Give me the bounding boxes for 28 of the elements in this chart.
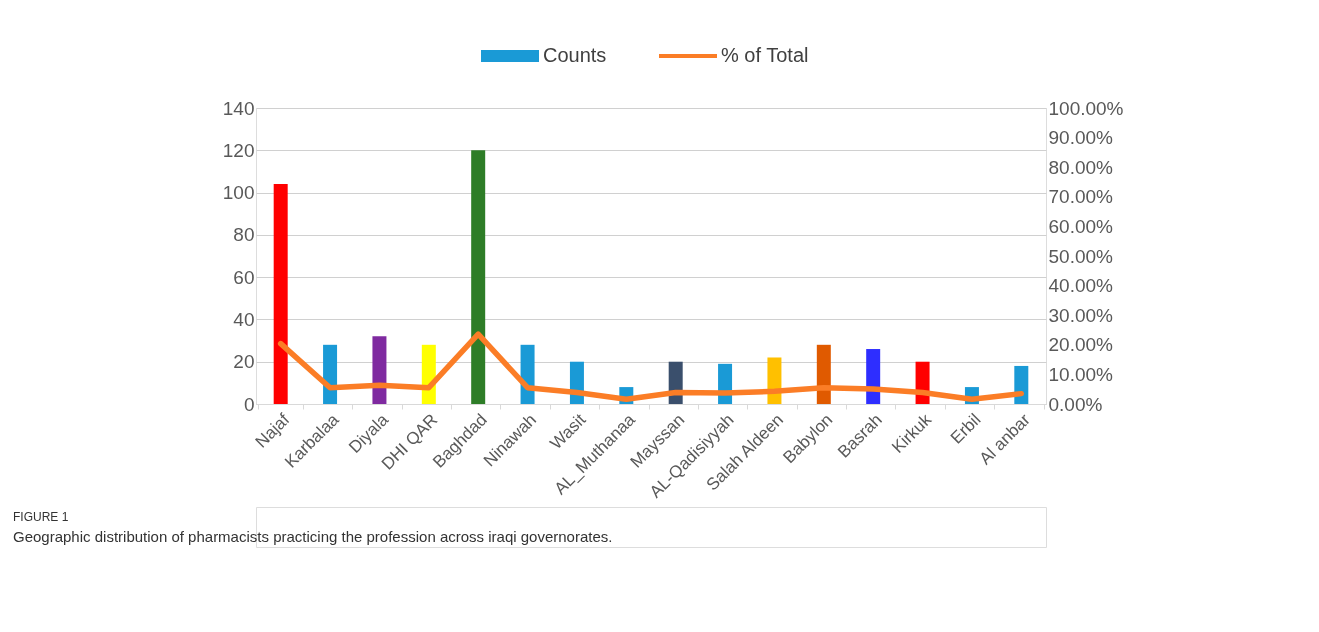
- bar: [816, 344, 831, 404]
- y2-tick-label: 50.00%: [1048, 245, 1114, 267]
- caption: FIGURE 1: [13, 510, 69, 524]
- legend-label: % of Total: [721, 44, 809, 66]
- y-tick-label: 60: [233, 266, 255, 288]
- y2-tick-label: 90.00%: [1048, 127, 1114, 149]
- y2-tick-label: 80.00%: [1048, 156, 1114, 178]
- y2-tick-label: 30.00%: [1048, 304, 1114, 326]
- y2-tick-label: 60.00%: [1048, 215, 1114, 237]
- y-tick-label: 20: [233, 351, 255, 373]
- y2-tick-label: 20.00%: [1048, 334, 1114, 356]
- legend-label: Counts: [543, 44, 607, 66]
- y-tick-label: 140: [222, 97, 255, 119]
- bar: [372, 336, 387, 404]
- y2-tick-label: 10.00%: [1048, 363, 1114, 385]
- y-tick-label: 100: [222, 182, 255, 204]
- bar: [471, 150, 486, 404]
- y-tick-label: 0: [243, 393, 255, 415]
- y2-tick-label: 70.00%: [1048, 186, 1114, 208]
- y-tick-label: 80: [233, 224, 255, 246]
- text: Geographic distribution of pharmacists practicing the profession across iraqi governorates.: [13, 528, 613, 545]
- y2-tick-label: 40.00%: [1048, 275, 1114, 297]
- bar: [1014, 365, 1029, 404]
- bar: [273, 184, 288, 404]
- y-tick-label: 40: [233, 308, 255, 330]
- y2-tick-label: 0.00%: [1048, 393, 1103, 415]
- y2-tick-label: 100.00%: [1048, 97, 1124, 119]
- y-tick-label: 120: [222, 139, 255, 161]
